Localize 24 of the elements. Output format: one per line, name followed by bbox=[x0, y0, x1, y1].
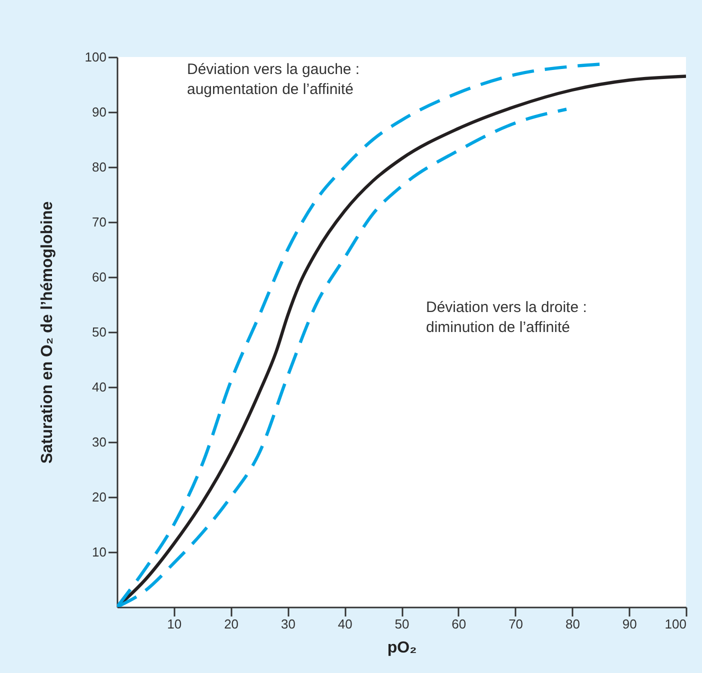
y-tick-label: 100 bbox=[84, 50, 106, 64]
x-tick-label: 100 bbox=[664, 616, 686, 632]
y-tick-label: 70 bbox=[92, 214, 106, 230]
annotation: Déviation vers la gauche : augmentation de l’affinité bbox=[187, 61, 360, 98]
y-tick-label: 80 bbox=[92, 160, 106, 174]
y-tick-label: 10 bbox=[92, 544, 106, 560]
x-tick-label: 40 bbox=[338, 616, 352, 632]
y-axis-title: Saturation en O₂ de l’hémoglobine bbox=[38, 201, 56, 464]
y-tick-label: 40 bbox=[92, 380, 106, 394]
x-tick-label: 90 bbox=[622, 616, 637, 632]
x-tick-label: 10 bbox=[167, 616, 182, 632]
x-tick-label: 70 bbox=[508, 616, 524, 632]
annotation: Déviation vers la droite : diminution de l’affinité bbox=[426, 299, 587, 336]
y-tick-label: 20 bbox=[92, 490, 106, 504]
x-tick-label: 50 bbox=[394, 616, 410, 632]
y-tick-label: 50 bbox=[92, 324, 106, 340]
x-axis-title: pO₂ bbox=[387, 640, 417, 656]
y-tick-label: 30 bbox=[92, 434, 106, 450]
x-tick-label: 80 bbox=[565, 616, 580, 632]
y-tick-label: 60 bbox=[92, 270, 106, 284]
x-tick-label: 20 bbox=[224, 616, 239, 632]
y-tick-label: 90 bbox=[92, 104, 106, 120]
x-tick-label: 60 bbox=[452, 616, 466, 632]
x-tick-label: 30 bbox=[280, 616, 296, 632]
